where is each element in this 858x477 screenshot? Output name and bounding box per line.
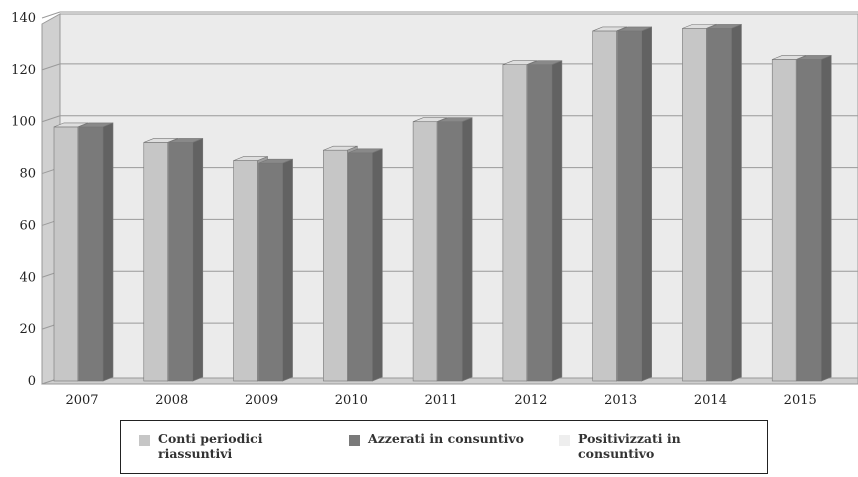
x-tick-label: 2009 (245, 393, 278, 408)
x-tick-label: 2011 (425, 393, 458, 408)
bar-front (527, 64, 553, 382)
bar-azzerati (617, 26, 652, 382)
bar-side (641, 26, 652, 382)
bar-front (323, 149, 348, 382)
bar-side (192, 138, 204, 382)
bar-azzerati (527, 60, 563, 382)
y-tick-label: 80 (19, 167, 36, 182)
gridline-side (41, 63, 61, 71)
legend-item-positivizzati: Positivizzati in consuntivo (559, 431, 708, 461)
legend-swatch (139, 435, 150, 446)
bar-side (102, 122, 114, 382)
x-tick-label: 2008 (155, 393, 188, 408)
x-tick-label: 2012 (514, 393, 547, 408)
bar-side (372, 148, 383, 382)
bar-azzerati (796, 55, 832, 382)
bar-azzerati (258, 158, 293, 382)
gridline-side (41, 115, 61, 123)
bar-front (502, 64, 528, 382)
gridline-side (41, 11, 61, 19)
legend-item-conti-periodici: Conti periodici riassuntivi (139, 431, 288, 461)
bar-front (53, 126, 79, 382)
bar-front (143, 142, 169, 382)
y-tick-label: 20 (19, 322, 36, 337)
bar-front (617, 30, 642, 382)
bar-front (592, 30, 617, 382)
legend-label: Positivizzati in consuntivo (578, 431, 681, 461)
y-tick-label: 120 (11, 63, 36, 78)
bar-side (820, 55, 832, 382)
bar-front (796, 59, 822, 382)
chart-legend: Conti periodici riassuntivi Azzerati in … (120, 420, 768, 474)
bar-front (682, 28, 707, 382)
bar-azzerati (168, 138, 204, 382)
bar-front (258, 162, 283, 382)
y-tick-label: 0 (28, 374, 36, 389)
bar-front (437, 121, 463, 382)
legend-item-azzerati: Azzerati in consuntivo (349, 431, 568, 446)
bar-front (78, 126, 104, 382)
bar-front (233, 160, 258, 382)
bar-front (412, 121, 438, 382)
x-tick-label: 2015 (784, 393, 817, 408)
legend-swatch (349, 435, 360, 446)
bar-azzerati (78, 122, 114, 382)
y-tick-label: 100 (11, 115, 36, 130)
bar-front (168, 142, 194, 382)
x-tick-label: 2007 (65, 393, 98, 408)
bar-side (282, 158, 293, 382)
bar-side (551, 60, 563, 382)
y-tick-label: 140 (11, 11, 36, 26)
legend-label: Conti periodici riassuntivi (158, 431, 263, 461)
bar-azzerati (707, 23, 742, 382)
bar-side (461, 117, 473, 382)
bar-side (731, 23, 742, 382)
bar-front (771, 59, 797, 382)
bar-chart: 0 20 40 60 80 100 120 140 2007 2008 2009 2010 2011 2… (11, 11, 858, 408)
x-tick-label: 2013 (604, 393, 637, 408)
y-tick-label: 60 (19, 218, 36, 233)
x-tick-label: 2010 (335, 393, 368, 408)
bar-front (348, 152, 373, 382)
legend-label: Azzerati in consuntivo (368, 431, 524, 446)
bar-azzerati (437, 117, 473, 382)
bar-front (707, 28, 732, 382)
legend-swatch (559, 435, 570, 446)
bar-azzerati (348, 148, 383, 382)
y-tick-label: 40 (19, 270, 36, 285)
x-tick-label: 2014 (694, 393, 727, 408)
